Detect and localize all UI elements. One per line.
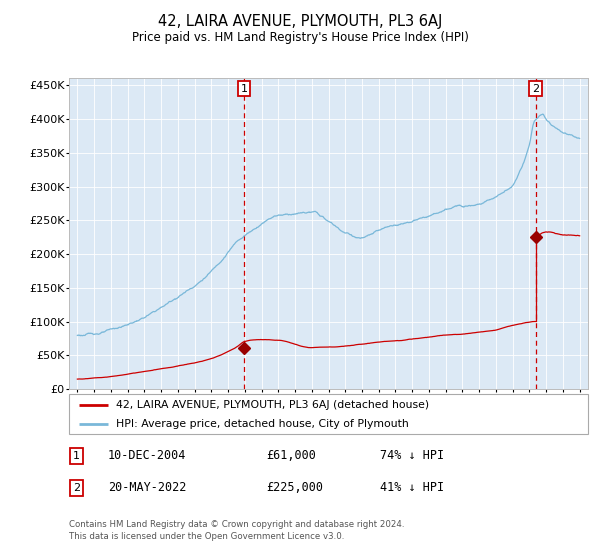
Text: This data is licensed under the Open Government Licence v3.0.: This data is licensed under the Open Gov… bbox=[69, 532, 344, 541]
Text: Contains HM Land Registry data © Crown copyright and database right 2024.: Contains HM Land Registry data © Crown c… bbox=[69, 520, 404, 529]
Text: £225,000: £225,000 bbox=[266, 482, 323, 494]
Text: 2: 2 bbox=[532, 83, 539, 94]
Text: 2: 2 bbox=[73, 483, 80, 493]
Text: Price paid vs. HM Land Registry's House Price Index (HPI): Price paid vs. HM Land Registry's House … bbox=[131, 31, 469, 44]
Text: 42, LAIRA AVENUE, PLYMOUTH, PL3 6AJ: 42, LAIRA AVENUE, PLYMOUTH, PL3 6AJ bbox=[158, 14, 442, 29]
Text: 20-MAY-2022: 20-MAY-2022 bbox=[108, 482, 187, 494]
Text: 74% ↓ HPI: 74% ↓ HPI bbox=[380, 449, 445, 462]
Text: HPI: Average price, detached house, City of Plymouth: HPI: Average price, detached house, City… bbox=[116, 419, 409, 429]
Text: 41% ↓ HPI: 41% ↓ HPI bbox=[380, 482, 445, 494]
FancyBboxPatch shape bbox=[69, 394, 588, 434]
Text: £61,000: £61,000 bbox=[266, 449, 316, 462]
Text: 10-DEC-2004: 10-DEC-2004 bbox=[108, 449, 187, 462]
Text: 42, LAIRA AVENUE, PLYMOUTH, PL3 6AJ (detached house): 42, LAIRA AVENUE, PLYMOUTH, PL3 6AJ (det… bbox=[116, 400, 429, 410]
Text: 1: 1 bbox=[73, 451, 80, 461]
Text: 1: 1 bbox=[241, 83, 247, 94]
